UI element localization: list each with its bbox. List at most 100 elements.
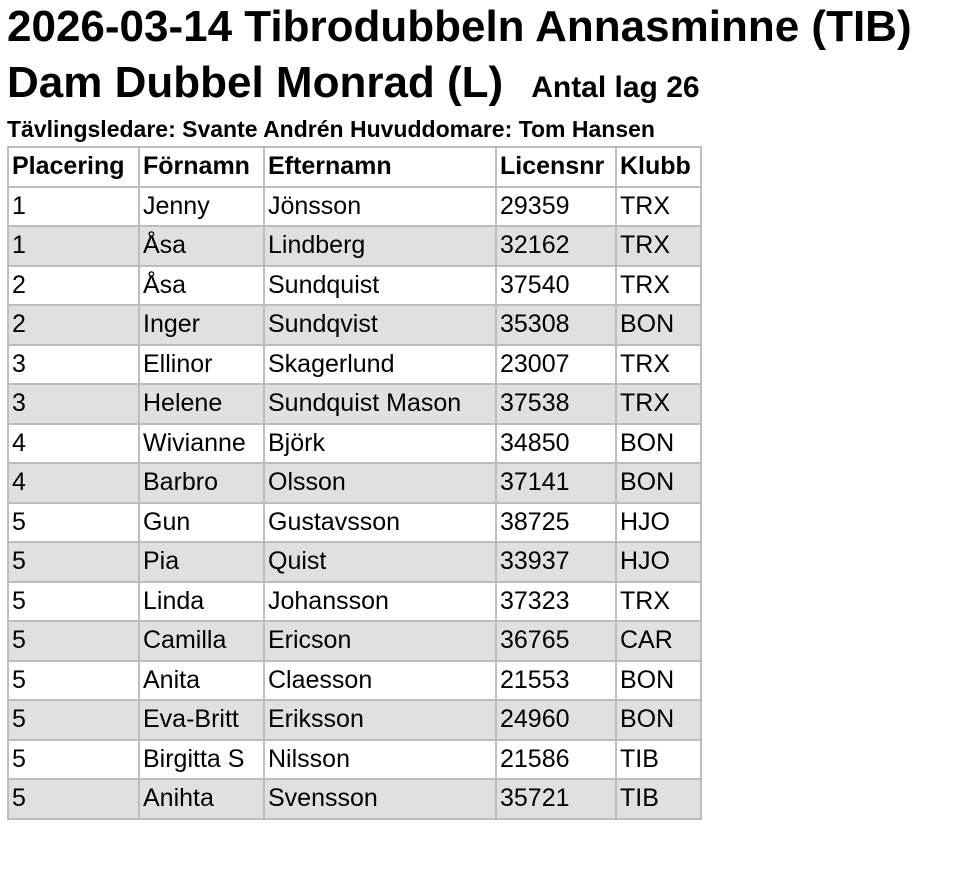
table-cell: Pia — [138, 541, 265, 583]
table-cell: Quist — [263, 541, 497, 583]
table-row: 3 Helene Sundquist Mason 37538 TRX — [7, 383, 702, 425]
table-cell: 5 — [7, 541, 140, 583]
table-cell: Birgitta S — [138, 738, 265, 780]
table-cell: Skagerlund — [263, 343, 497, 385]
table-cell: Svensson — [263, 778, 497, 820]
table-cell: BON — [615, 462, 702, 504]
table-cell: Åsa — [138, 264, 265, 306]
table-cell: TRX — [615, 185, 702, 227]
table-row: 1 Jenny Jönsson 29359 TRX — [7, 185, 702, 227]
table-cell: 1 — [7, 185, 140, 227]
table-cell: Lindberg — [263, 225, 497, 267]
table-cell: 35721 — [495, 778, 617, 820]
table-cell: 5 — [7, 580, 140, 622]
table-row: 5 Anihta Svensson 35721 TIB — [7, 778, 702, 820]
table-cell: TRX — [615, 343, 702, 385]
table-cell: HJO — [615, 501, 702, 543]
table-head: Placering Förnamn Efternamn Licensnr Klubb — [7, 146, 702, 188]
results-table: Placering Förnamn Efternamn Licensnr Klubb 1… — [7, 146, 702, 820]
table-cell: Åsa — [138, 225, 265, 267]
table-cell: Inger — [138, 304, 265, 346]
table-cell: Linda — [138, 580, 265, 622]
table-row: 5 Gun Gustavsson 38725 HJO — [7, 501, 702, 543]
table-cell: Anita — [138, 659, 265, 701]
table-cell: Wivianne — [138, 422, 265, 464]
column-header: Licensnr — [495, 146, 617, 188]
table-cell: Anihta — [138, 778, 265, 820]
table-cell: CAR — [615, 620, 702, 662]
table-cell: 4 — [7, 462, 140, 504]
table-cell: Sundquist — [263, 264, 497, 306]
table-row: 1 Åsa Lindberg 32162 TRX — [7, 225, 702, 267]
table-cell: 21553 — [495, 659, 617, 701]
table-row: 5 Birgitta S Nilsson 21586 TIB — [7, 738, 702, 780]
table-cell: 36765 — [495, 620, 617, 662]
table-body: 1 Jenny Jönsson 29359 TRX 1 Åsa Lindberg 32162 TR… — [7, 185, 702, 820]
table-cell: 33937 — [495, 541, 617, 583]
table-row: 4 Barbro Olsson 37141 BON — [7, 462, 702, 504]
table-cell: TRX — [615, 264, 702, 306]
table-cell: Nilsson — [263, 738, 497, 780]
table-cell: 35308 — [495, 304, 617, 346]
table-cell: TIB — [615, 778, 702, 820]
table-cell: Barbro — [138, 462, 265, 504]
table-cell: 37323 — [495, 580, 617, 622]
table-cell: 5 — [7, 620, 140, 662]
table-row: 5 Eva-Britt Eriksson 24960 BON — [7, 699, 702, 741]
column-header: Placering — [7, 146, 140, 188]
table-cell: Helene — [138, 383, 265, 425]
table-cell: HJO — [615, 541, 702, 583]
table-cell: Claesson — [263, 659, 497, 701]
table-cell: Eva-Britt — [138, 699, 265, 741]
table-cell: 4 — [7, 422, 140, 464]
table-row: 5 Pia Quist 33937 HJO — [7, 541, 702, 583]
table-cell: 5 — [7, 778, 140, 820]
table-cell: BON — [615, 422, 702, 464]
subtitle-line: Dam Dubbel Monrad (L) Antal lag 26 — [7, 56, 700, 120]
title: 2026-03-14 Tibrodubbeln Annasminne (TIB) — [7, 2, 912, 51]
table-row: 2 Åsa Sundquist 37540 TRX — [7, 264, 702, 306]
table-cell: 24960 — [495, 699, 617, 741]
table-cell: 34850 — [495, 422, 617, 464]
table-cell: 21586 — [495, 738, 617, 780]
column-header: Förnamn — [138, 146, 265, 188]
table-cell: Sundqvist — [263, 304, 497, 346]
table-row: 5 Anita Claesson 21553 BON — [7, 659, 702, 701]
table-cell: 5 — [7, 738, 140, 780]
table-row: 4 Wivianne Björk 34850 BON — [7, 422, 702, 464]
table-cell: 5 — [7, 501, 140, 543]
table-cell: Ericson — [263, 620, 497, 662]
table-cell: BON — [615, 304, 702, 346]
table-cell: 1 — [7, 225, 140, 267]
table-cell: 3 — [7, 343, 140, 385]
table-row: 5 Camilla Ericson 36765 CAR — [7, 620, 702, 662]
class-name: Dam Dubbel Monrad (L) — [7, 58, 504, 107]
table-cell: TRX — [615, 383, 702, 425]
table-cell: TIB — [615, 738, 702, 780]
table-cell: 37538 — [495, 383, 617, 425]
table-cell: Jenny — [138, 185, 265, 227]
table-cell: 2 — [7, 304, 140, 346]
table-cell: 29359 — [495, 185, 617, 227]
table-cell: Sundquist Mason — [263, 383, 497, 425]
table-cell: Johansson — [263, 580, 497, 622]
table-cell: 32162 — [495, 225, 617, 267]
table-cell: Jönsson — [263, 185, 497, 227]
table-cell: Eriksson — [263, 699, 497, 741]
table-cell: TRX — [615, 225, 702, 267]
table-cell: 3 — [7, 383, 140, 425]
table-cell: 5 — [7, 699, 140, 741]
column-header: Klubb — [615, 146, 702, 188]
table-cell: Olsson — [263, 462, 497, 504]
table-cell: Gun — [138, 501, 265, 543]
table-cell: Camilla — [138, 620, 265, 662]
table-cell: TRX — [615, 580, 702, 622]
column-header: Efternamn — [263, 146, 497, 188]
table-cell: BON — [615, 699, 702, 741]
officials: Tävlingsledare: Svante Andrén Huvuddomar… — [7, 116, 655, 142]
table-cell: Ellinor — [138, 343, 265, 385]
table-cell: 38725 — [495, 501, 617, 543]
table-row: 2 Inger Sundqvist 35308 BON — [7, 304, 702, 346]
